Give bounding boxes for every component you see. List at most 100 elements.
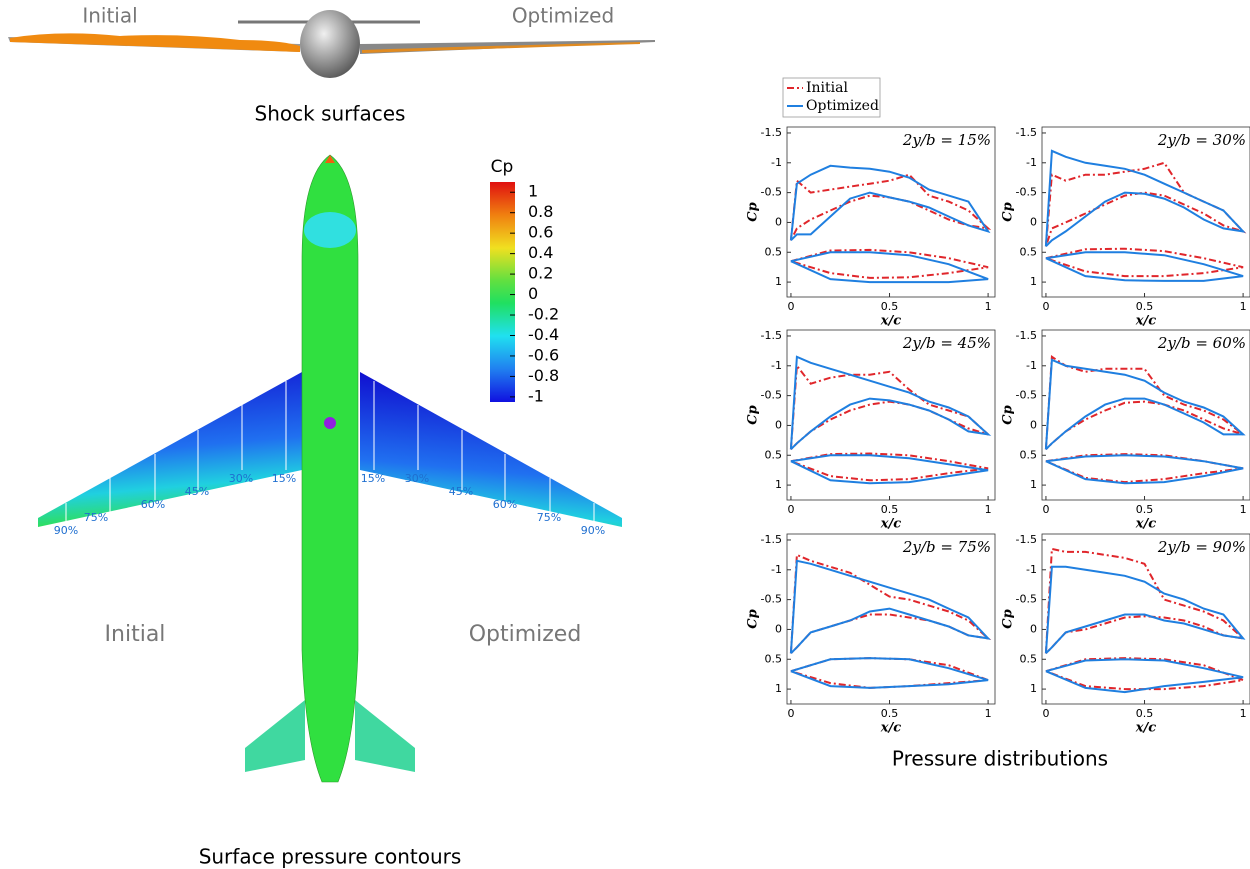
y-axis-label: Cp: [746, 202, 761, 221]
x-tick-label: 0.5: [1136, 707, 1154, 720]
y-tick-label: 0.5: [765, 245, 783, 258]
y-tick-label: -0.5: [1016, 389, 1037, 402]
colorbar-tick-label: 0: [528, 284, 538, 303]
span-label: 90%: [581, 524, 605, 537]
y-tick-label: 0: [775, 215, 782, 228]
right-tail-contour: [355, 700, 415, 772]
colorbar-tick-label: -0.8: [528, 366, 559, 385]
page: Initial Optimized Shock surfaces Cp Init…: [0, 0, 1250, 869]
left-wing-contour: [38, 372, 302, 527]
cp-chart: -1.5-1-0.500.5100.512y/b = 75%x/cCp: [746, 533, 996, 736]
colorbar-tick-label: -0.4: [528, 325, 559, 344]
y-tick-label: -1.5: [1016, 126, 1037, 139]
x-tick-label: 0.5: [1136, 300, 1154, 313]
y-axis-label: Cp: [1001, 405, 1016, 424]
y-tick-label: 0.5: [765, 652, 783, 665]
x-tick-label: 0.5: [1136, 503, 1154, 516]
x-axis-label: x/c: [1135, 721, 1156, 736]
chart-title: 2y/b = 30%: [1157, 131, 1246, 149]
y-tick-label: 1: [1030, 275, 1037, 288]
x-tick-label: 1: [1240, 707, 1247, 720]
x-axis-label: x/c: [880, 314, 901, 329]
y-tick-label: -1: [771, 359, 782, 372]
legend: Initial Optimized: [783, 78, 880, 117]
x-axis-label: x/c: [1135, 314, 1156, 329]
y-tick-label: -1: [1026, 156, 1037, 169]
colorbar-tick-label: 0.6: [528, 223, 553, 242]
reference-point: [324, 417, 336, 429]
y-tick-label: -1.5: [1016, 329, 1037, 342]
y-tick-label: 0: [1030, 622, 1037, 635]
x-tick-label: 1: [1240, 300, 1247, 313]
initial-shock-surface: [10, 33, 300, 52]
colorbar-tick-label: 0.8: [528, 202, 553, 221]
x-tick-label: 1: [985, 707, 992, 720]
y-tick-label: 0: [775, 418, 782, 431]
fuselage-contour: [302, 155, 358, 782]
y-axis-label: Cp: [746, 405, 761, 424]
x-tick-label: 0: [1042, 503, 1049, 516]
plot-frame: [1042, 534, 1250, 704]
colorbar: [490, 182, 515, 402]
cp-chart: -1.5-1-0.500.5100.512y/b = 30%x/cCp: [1001, 126, 1250, 329]
span-label: 75%: [84, 511, 108, 524]
shock-caption: Shock surfaces: [255, 102, 406, 126]
y-tick-label: 1: [1030, 682, 1037, 695]
y-tick-label: -1.5: [761, 126, 782, 139]
span-label: 75%: [537, 511, 561, 524]
y-tick-label: 1: [775, 478, 782, 491]
colorbar-tick-label: 0.4: [528, 243, 553, 262]
y-tick-label: 0: [775, 622, 782, 635]
contour-optimized-label: Optimized: [469, 622, 582, 647]
y-tick-label: 0.5: [1020, 652, 1038, 665]
left-tail-contour: [245, 700, 305, 772]
y-tick-label: 1: [775, 275, 782, 288]
y-tick-label: 0.5: [765, 448, 783, 461]
x-tick-label: 0: [787, 707, 794, 720]
pressure-caption: Pressure distributions: [892, 747, 1108, 771]
chart-title: 2y/b = 75%: [902, 538, 991, 556]
y-tick-label: 0: [1030, 215, 1037, 228]
x-axis-label: x/c: [880, 721, 901, 736]
span-label: 30%: [229, 472, 253, 485]
y-axis-label: Cp: [746, 609, 761, 628]
shock-initial-label: Initial: [82, 4, 137, 28]
colorbar-tick-label: -0.6: [528, 345, 559, 364]
contour-caption: Surface pressure contours: [199, 845, 462, 869]
y-tick-label: -1: [1026, 359, 1037, 372]
y-tick-label: -1: [771, 156, 782, 169]
y-tick-label: 0.5: [1020, 245, 1038, 258]
y-tick-label: -1: [771, 563, 782, 576]
contour-initial-label: Initial: [105, 622, 166, 647]
x-tick-label: 1: [985, 503, 992, 516]
y-tick-label: -0.5: [1016, 593, 1037, 606]
span-label: 60%: [141, 498, 165, 511]
colorbar-title: Cp: [491, 157, 514, 177]
colorbar-tick-label: -0.2: [528, 305, 559, 324]
x-tick-label: 0: [787, 300, 794, 313]
y-tick-label: 0.5: [1020, 448, 1038, 461]
chart-title: 2y/b = 90%: [1157, 538, 1246, 556]
chart-title: 2y/b = 45%: [902, 334, 991, 352]
colorbar-tick-label: 0.2: [528, 264, 553, 283]
x-axis-label: x/c: [880, 517, 901, 532]
span-label: 60%: [493, 498, 517, 511]
legend-label: Optimized: [806, 98, 879, 114]
span-label: 15%: [272, 472, 296, 485]
span-label: 30%: [405, 472, 429, 485]
span-label: 15%: [361, 472, 385, 485]
x-tick-label: 0.5: [881, 707, 899, 720]
x-tick-label: 1: [985, 300, 992, 313]
x-tick-label: 0: [1042, 707, 1049, 720]
y-tick-label: -1.5: [761, 533, 782, 546]
x-axis-label: x/c: [1135, 517, 1156, 532]
chart-title: 2y/b = 60%: [1157, 334, 1246, 352]
y-tick-label: -0.5: [761, 389, 782, 402]
y-tick-label: -0.5: [1016, 186, 1037, 199]
span-label: 90%: [54, 524, 78, 537]
fuselage: [300, 10, 360, 78]
